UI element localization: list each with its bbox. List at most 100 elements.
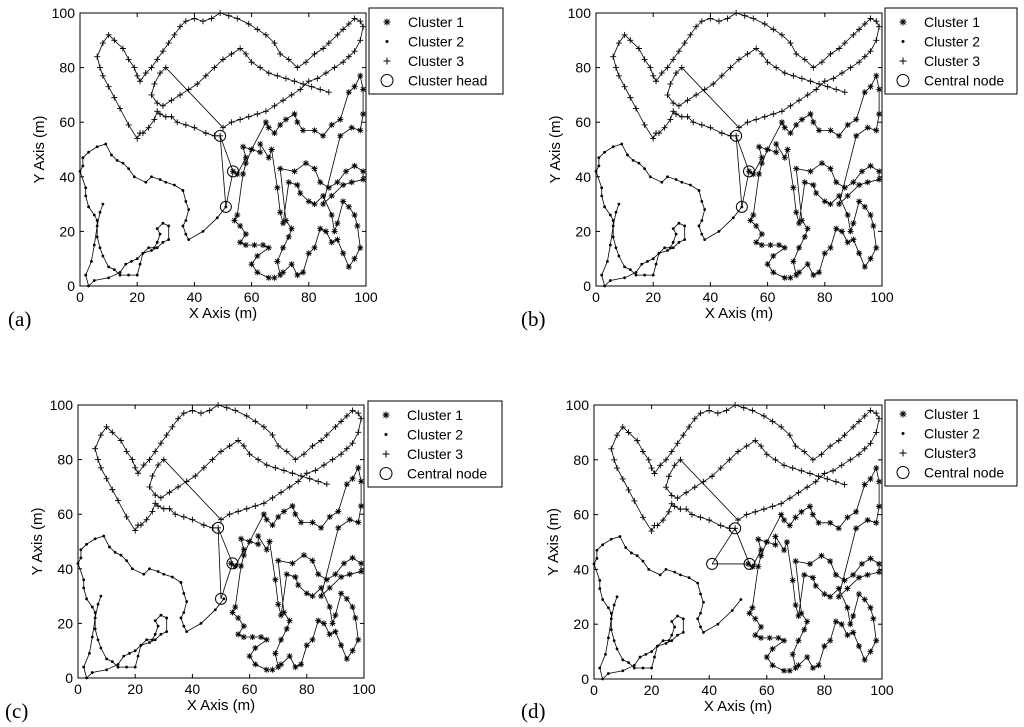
point-cluster1 <box>274 258 281 265</box>
point-cluster1 <box>249 634 256 641</box>
panel-3: 0 20 40 60 80 100 0 20 40 60 80 100 X Axis (m) Y Axis… <box>521 397 1018 723</box>
point-cluster1 <box>796 220 803 227</box>
point-cluster1 <box>850 220 857 227</box>
point-cluster3 <box>322 70 329 77</box>
point-cluster1 <box>861 481 868 488</box>
point-cluster2 <box>87 150 90 154</box>
point-cluster1 <box>758 623 765 630</box>
point-cluster2 <box>132 175 136 179</box>
point-cluster1 <box>360 168 367 175</box>
point-cluster2 <box>609 628 613 632</box>
point-cluster1 <box>853 508 860 515</box>
point-cluster3 <box>873 18 880 25</box>
point-cluster1 <box>804 261 811 268</box>
point-cluster3 <box>166 489 173 496</box>
point-cluster2 <box>603 205 606 209</box>
point-cluster2 <box>673 625 677 629</box>
point-cluster2 <box>666 175 669 179</box>
point-cluster3 <box>317 86 324 93</box>
point-cluster3 <box>235 508 242 515</box>
point-cluster2 <box>598 587 602 590</box>
x-tick-label: 40 <box>701 682 717 698</box>
point-cluster2 <box>161 221 165 225</box>
point-cluster2 <box>161 240 165 244</box>
y-tick-label: 0 <box>583 278 591 294</box>
point-cluster1 <box>283 571 290 578</box>
point-cluster1 <box>335 524 342 531</box>
point-cluster1 <box>288 225 295 232</box>
point-cluster3 <box>185 86 192 93</box>
point-cluster2 <box>158 178 162 181</box>
head-link <box>225 171 234 207</box>
point-cluster3 <box>807 78 814 85</box>
point-cluster2 <box>148 641 151 644</box>
legend-label: Cluster 3 <box>407 446 463 462</box>
point-cluster2 <box>648 175 652 179</box>
point-cluster3 <box>142 70 149 77</box>
point-cluster1 <box>283 625 290 632</box>
point-cluster1 <box>291 168 298 175</box>
legend-box <box>884 399 1018 487</box>
point-cluster3 <box>202 72 209 79</box>
point-cluster2 <box>608 213 612 217</box>
point-cluster3 <box>283 448 290 455</box>
point-cluster1 <box>358 568 365 575</box>
point-cluster2 <box>638 655 642 659</box>
point-cluster2 <box>615 647 619 651</box>
point-cluster1 <box>311 127 318 134</box>
point-cluster1 <box>346 571 353 578</box>
head-marker <box>735 200 748 213</box>
point-cluster1 <box>781 667 788 674</box>
point-cluster2 <box>102 534 106 538</box>
point-cluster3 <box>691 415 698 422</box>
point-cluster3 <box>701 86 708 93</box>
point-cluster3 <box>787 40 794 47</box>
point-cluster3 <box>856 26 863 33</box>
point-cluster3 <box>769 418 776 425</box>
point-cluster1 <box>269 666 276 673</box>
point-cluster2 <box>182 611 186 614</box>
point-cluster3 <box>611 456 618 463</box>
point-cluster1 <box>255 541 262 548</box>
point-cluster3 <box>763 451 770 458</box>
point-cluster3 <box>228 119 235 126</box>
point-cluster3 <box>288 91 295 98</box>
point-cluster3 <box>243 505 250 512</box>
legend-marker-asterisk <box>899 410 907 418</box>
point-cluster1 <box>758 552 765 559</box>
point-cluster2 <box>158 232 162 236</box>
point-cluster2 <box>93 627 97 631</box>
point-cluster1 <box>815 662 822 669</box>
point-cluster3 <box>271 40 278 47</box>
point-cluster1 <box>810 119 817 126</box>
legend-marker-plus <box>383 57 391 65</box>
point-cluster1 <box>821 643 828 650</box>
point-cluster3 <box>197 410 204 417</box>
point-cluster1 <box>322 228 329 235</box>
point-cluster1 <box>778 119 785 126</box>
point-cluster3 <box>109 486 116 493</box>
point-cluster3 <box>855 418 862 425</box>
point-cluster1 <box>331 228 338 235</box>
point-cluster1 <box>827 637 834 644</box>
point-cluster2 <box>130 260 133 263</box>
x-tick-label: 100 <box>870 289 894 305</box>
point-cluster1 <box>804 654 811 661</box>
point-cluster1 <box>232 604 239 611</box>
point-cluster1 <box>807 560 813 567</box>
legend-label: Central node <box>407 466 487 482</box>
point-cluster1 <box>240 143 247 150</box>
legend-marker-circle <box>379 467 393 480</box>
point-cluster2 <box>617 254 621 258</box>
point-cluster1 <box>315 617 322 624</box>
point-cluster3 <box>323 481 330 488</box>
point-cluster3 <box>143 516 150 523</box>
point-cluster3 <box>856 59 863 66</box>
point-cluster1 <box>252 644 259 651</box>
plot-frame <box>595 12 883 287</box>
point-cluster1 <box>242 160 249 167</box>
point-cluster2 <box>630 551 633 555</box>
point-cluster1 <box>320 132 327 139</box>
point-cluster1 <box>272 650 279 657</box>
point-cluster2 <box>153 619 157 623</box>
